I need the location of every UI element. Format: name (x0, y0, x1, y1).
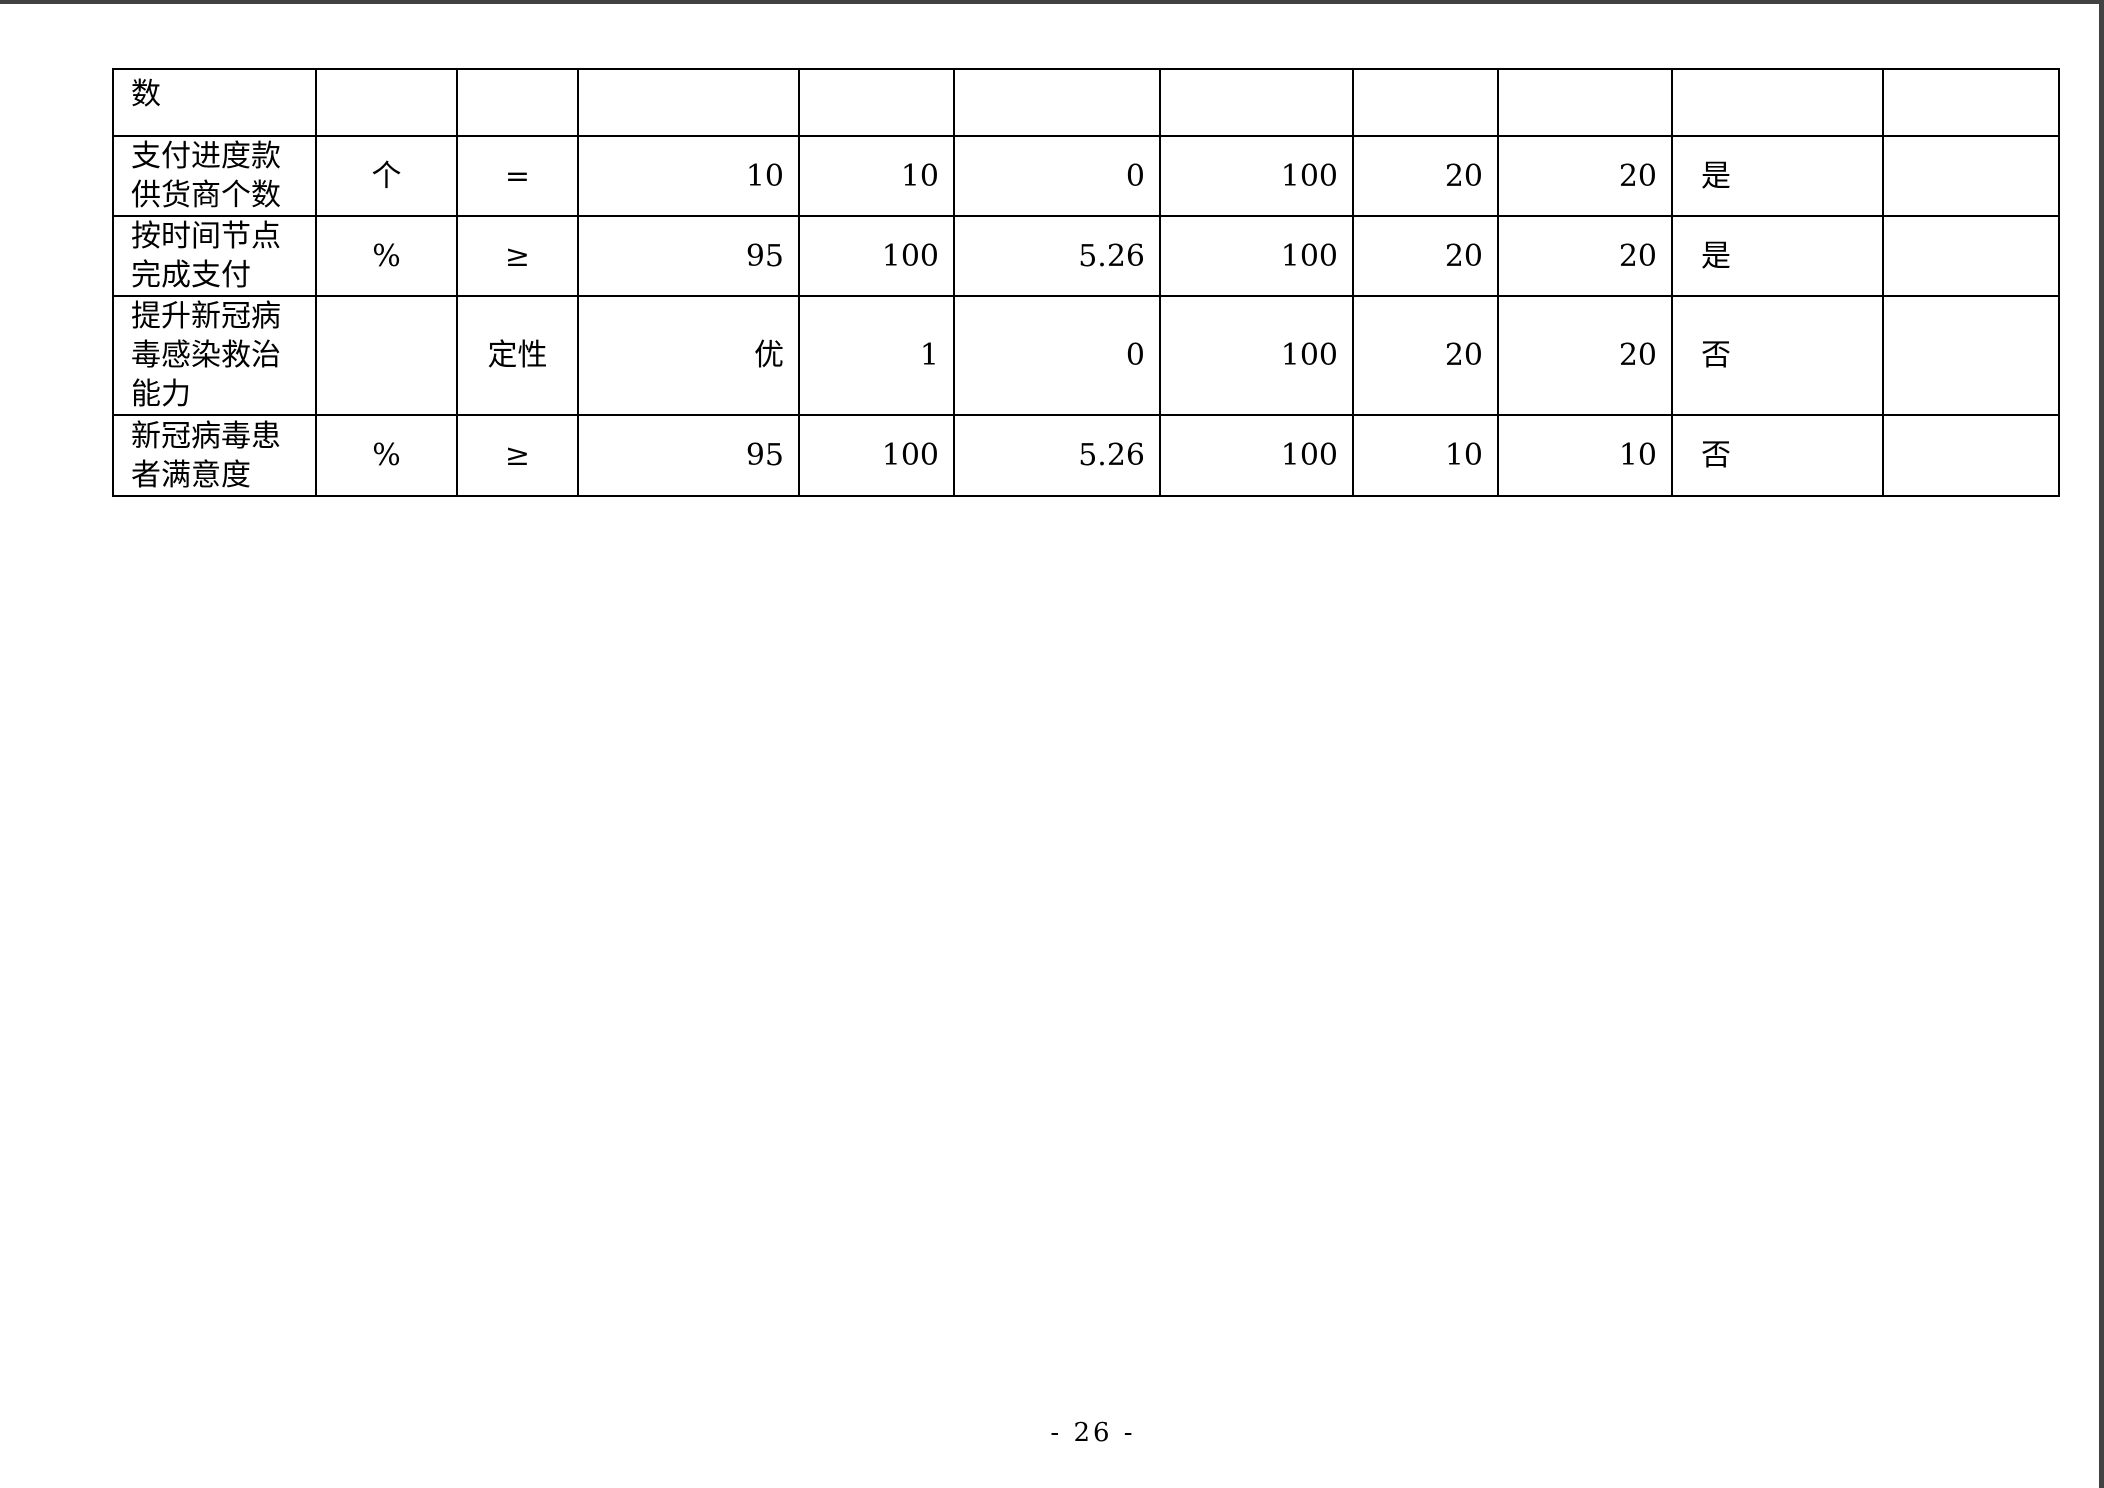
table-cell (1882, 215, 2060, 297)
table-cell: 否 (1671, 295, 1884, 416)
table-cell: 10 (577, 135, 800, 217)
table-cell: 0 (953, 295, 1161, 416)
table-cell: 10 (1352, 414, 1499, 497)
table-cell: % (315, 414, 458, 497)
table-cell: 数 (112, 68, 317, 137)
table-cell (577, 68, 800, 137)
table-cell: % (315, 215, 458, 297)
table-cell: 100 (1159, 215, 1354, 297)
table-cell: 是 (1671, 215, 1884, 297)
table-cell (1882, 414, 2060, 497)
table-cell: 20 (1497, 135, 1673, 217)
table-cell: ≥ (456, 215, 579, 297)
table-cell: 100 (1159, 414, 1354, 497)
table-cell: 100 (1159, 135, 1354, 217)
table-cell: 5.26 (953, 215, 1161, 297)
table-cell (456, 68, 579, 137)
page-number: - 26 - (1050, 1418, 1136, 1448)
table-cell: 20 (1497, 215, 1673, 297)
table-cell: 20 (1352, 135, 1499, 217)
table-cell: 20 (1497, 295, 1673, 416)
table-row: 数 (112, 68, 2060, 137)
table-cell: 10 (1497, 414, 1673, 497)
table-cell: 95 (577, 414, 800, 497)
table-cell: 100 (798, 215, 955, 297)
table-cell: 5.26 (953, 414, 1161, 497)
page-right-edge-line (2099, 0, 2104, 1488)
table-row: 支付进度款供货商个数 个 = 10 10 0 100 20 20 是 (112, 135, 2060, 217)
table-cell: 是 (1671, 135, 1884, 217)
table-cell (1882, 68, 2060, 137)
table-cell (1497, 68, 1673, 137)
table-cell: 支付进度款供货商个数 (112, 135, 317, 217)
table-cell: 否 (1671, 414, 1884, 497)
performance-indicator-table: 数 支付进度款供货商个数 个 = 10 10 0 100 20 20 是 (112, 68, 2060, 497)
table-cell (315, 68, 458, 137)
table-cell (1882, 295, 2060, 416)
table-cell: 10 (798, 135, 955, 217)
table-cell (1671, 68, 1884, 137)
table-cell (1882, 135, 2060, 217)
table-cell (315, 295, 458, 416)
table-cell: ≥ (456, 414, 579, 497)
table-cell: 优 (577, 295, 800, 416)
table-row: 按时间节点完成支付 % ≥ 95 100 5.26 100 20 20 是 (112, 215, 2060, 297)
table-cell: 按时间节点完成支付 (112, 215, 317, 297)
table-cell: 新冠病毒患者满意度 (112, 414, 317, 497)
page-top-edge-line (0, 0, 2104, 4)
table-row: 提升新冠病毒感染救治能力 定性 优 1 0 100 20 20 否 (112, 295, 2060, 416)
table-cell: 95 (577, 215, 800, 297)
table-cell (1159, 68, 1354, 137)
table-cell: 定性 (456, 295, 579, 416)
table-cell: 提升新冠病毒感染救治能力 (112, 295, 317, 416)
table-cell (1352, 68, 1499, 137)
table-cell (953, 68, 1161, 137)
table-row: 新冠病毒患者满意度 % ≥ 95 100 5.26 100 10 10 否 (112, 414, 2060, 497)
table-cell: = (456, 135, 579, 217)
table-cell: 20 (1352, 295, 1499, 416)
table-cell (798, 68, 955, 137)
table-cell: 100 (798, 414, 955, 497)
table-cell: 个 (315, 135, 458, 217)
table-cell: 100 (1159, 295, 1354, 416)
table-cell: 20 (1352, 215, 1499, 297)
table-cell: 0 (953, 135, 1161, 217)
table-cell: 1 (798, 295, 955, 416)
